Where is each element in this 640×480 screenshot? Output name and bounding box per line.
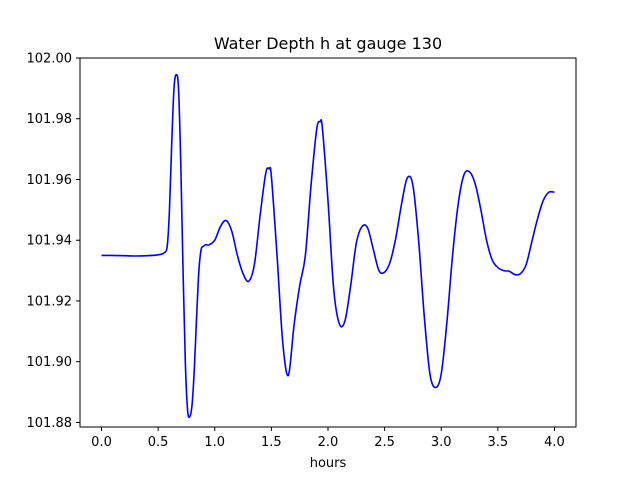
y-tick-label: 102.00 — [27, 52, 73, 67]
x-tick-label: 4.0 — [544, 435, 565, 450]
plot-frame — [79, 57, 577, 428]
y-axis-ticks: 101.88 101.90 101.92 101.94 101.96 101.98 102.… — [27, 52, 80, 431]
x-tick-label: 0.0 — [91, 435, 112, 450]
series-line-0 — [101, 73, 555, 419]
chart-title: Water Depth h at gauge 130 — [214, 34, 442, 53]
y-tick-label: 101.94 — [27, 234, 73, 249]
y-tick-label: 101.96 — [27, 173, 73, 188]
x-tick-label: 0.5 — [148, 435, 169, 450]
y-tick-label: 101.98 — [27, 112, 73, 127]
y-tick-label: 101.90 — [27, 355, 73, 370]
y-tick-label: 101.92 — [27, 294, 73, 309]
plot-area — [101, 73, 555, 419]
x-tick-label: 2.0 — [318, 435, 339, 450]
x-tick-label: 3.5 — [488, 435, 509, 450]
x-tick-label: 1.5 — [261, 435, 282, 450]
x-tick-label: 3.0 — [431, 435, 452, 450]
x-tick-label: 2.5 — [374, 435, 395, 450]
x-axis-ticks: 0.0 0.5 1.0 1.5 2.0 2.5 3.0 3.5 4.0 — [91, 427, 565, 450]
y-tick-label: 101.88 — [27, 416, 73, 431]
x-tick-label: 1.0 — [204, 435, 225, 450]
x-axis-label: hours — [310, 456, 347, 471]
